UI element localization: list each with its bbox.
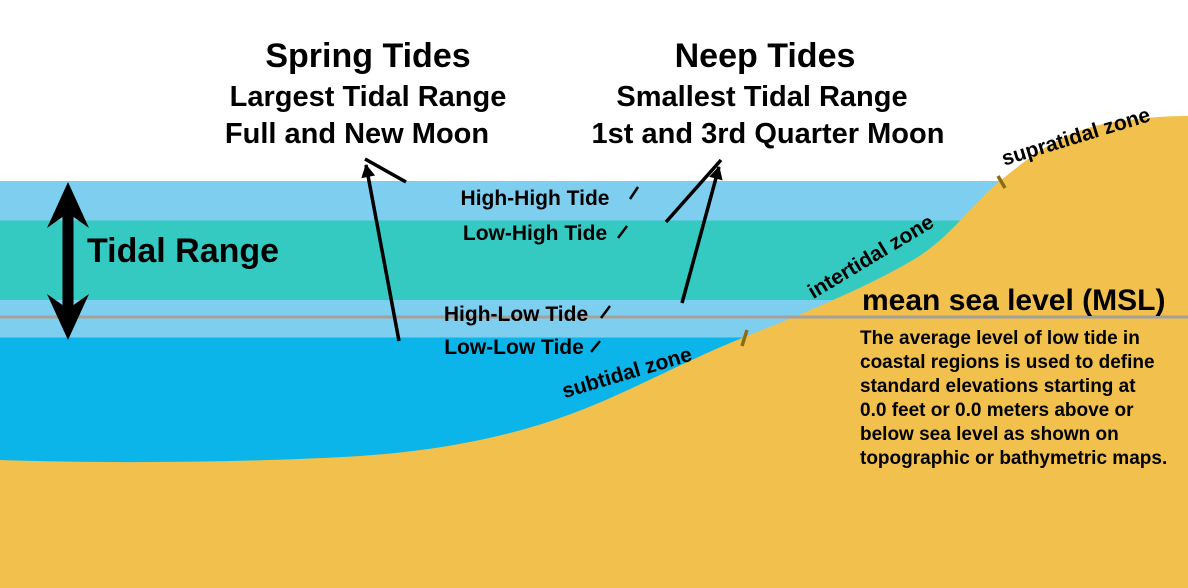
high-high-tide-tick-icon (628, 186, 640, 200)
msl-description: The average level of low tide in coastal… (860, 328, 1168, 469)
high-low-tide-label: High-Low Tide (443, 303, 589, 326)
sand-shore (0, 116, 1188, 588)
mean-sea-level-line (0, 315, 1188, 319)
high-high-tide-label: High-High Tide (460, 187, 610, 210)
neep-tides-subtitle-2: 1st and 3rd Quarter Moon (591, 118, 945, 150)
tidal-range-arrow-icon (47, 182, 89, 340)
spring-tides-subtitle-1: Largest Tidal Range (229, 81, 507, 113)
low-low-tide-tick-icon (590, 340, 601, 353)
msl-heading: mean sea level (MSL) (862, 284, 1166, 317)
subtidal-intertidal-boundary-tick (740, 329, 749, 347)
low-high-tide-label: Low-High Tide (462, 222, 608, 245)
low-low-tide-label: Low-Low Tide (444, 336, 584, 359)
intertidal-supratidal-boundary-tick (996, 175, 1007, 189)
neep-tides-title: Neep Tides (674, 37, 856, 75)
tidal-range-label: Tidal Range (87, 232, 280, 270)
neep-callout-arrow-icon (664, 158, 723, 304)
spring-callout-arrow-icon (361, 157, 407, 342)
low-high-tide-tick-icon (617, 225, 628, 239)
neep-tides-subtitle-1: Smallest Tidal Range (616, 81, 908, 113)
spring-tides-title: Spring Tides (265, 37, 471, 75)
spring-tides-subtitle-2: Full and New Moon (224, 118, 490, 150)
high-low-tide-tick-icon (600, 305, 611, 319)
